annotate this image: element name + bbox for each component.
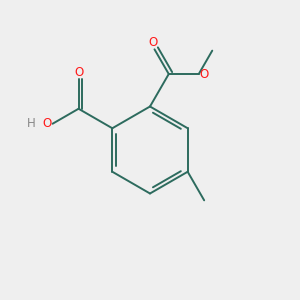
Text: O: O	[43, 117, 52, 130]
Text: O: O	[200, 68, 209, 80]
Text: O: O	[148, 36, 158, 49]
Text: O: O	[74, 66, 83, 79]
Text: H: H	[27, 117, 35, 130]
